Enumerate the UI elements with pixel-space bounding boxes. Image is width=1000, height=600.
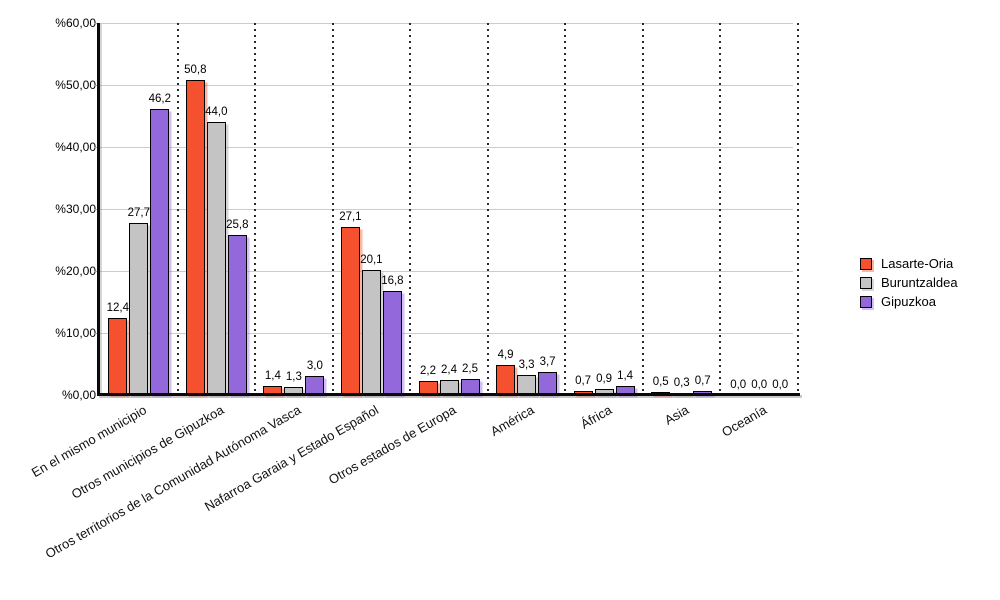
bar-value-label: 2,2 xyxy=(420,365,436,377)
bar-value-label: 46,2 xyxy=(148,93,171,105)
category-separator xyxy=(254,23,257,395)
x-tick-label: África xyxy=(577,402,615,432)
category-separator xyxy=(176,23,179,395)
category-separator xyxy=(409,23,412,395)
x-tick-label: América xyxy=(487,402,537,439)
y-axis-line xyxy=(97,23,100,395)
x-tick-label: Asia xyxy=(662,402,692,428)
category-separator xyxy=(564,23,567,395)
legend-swatch-icon xyxy=(860,258,872,270)
bar-value-label: 27,7 xyxy=(127,207,150,219)
legend-item: Gipuzkoa xyxy=(860,295,958,309)
bar-value-label: 4,9 xyxy=(497,349,514,361)
bar-value-label: 50,8 xyxy=(184,64,207,76)
bar-value-label: 3,3 xyxy=(518,359,535,371)
legend: Lasarte-Oria Buruntzaldea Gipuzkoa xyxy=(860,257,958,314)
legend-item: Lasarte-Oria xyxy=(860,257,958,271)
bar-value-label: 20,1 xyxy=(360,254,383,266)
legend-label: Lasarte-Oria xyxy=(881,256,954,271)
y-tick-label: %50,00 xyxy=(55,78,96,92)
bar-value-label: 3,7 xyxy=(539,356,556,368)
bar xyxy=(129,223,149,395)
gridline xyxy=(100,208,793,210)
gridline xyxy=(100,146,793,148)
legend-item: Buruntzaldea xyxy=(860,276,958,290)
bar-value-label: 0,9 xyxy=(596,373,613,385)
bar xyxy=(517,375,537,395)
category-separator xyxy=(719,23,722,395)
category-separator xyxy=(486,23,489,395)
bar xyxy=(185,80,205,395)
category-separator xyxy=(797,23,799,395)
bar-value-label: 3,0 xyxy=(306,360,323,372)
bar xyxy=(206,122,226,395)
bar-value-label: 0,7 xyxy=(575,375,592,387)
bar-value-label: 12,4 xyxy=(106,302,129,314)
bar-value-label: 1,4 xyxy=(617,370,634,382)
bar-value-label: 0,0 xyxy=(730,379,747,391)
bar-value-label: 0,5 xyxy=(652,376,669,388)
bar xyxy=(496,365,516,395)
y-tick-label: %40,00 xyxy=(55,140,96,154)
legend-swatch-icon xyxy=(860,296,872,308)
bar-value-label: 25,8 xyxy=(226,219,249,231)
gridline xyxy=(100,270,793,272)
y-tick-label: %30,00 xyxy=(55,202,96,216)
gridline xyxy=(100,22,793,24)
bar-value-label: 0,3 xyxy=(673,377,690,389)
bar-value-label: 16,8 xyxy=(381,275,404,287)
bar-value-label: 0,0 xyxy=(751,379,768,391)
bar-value-label: 44,0 xyxy=(205,106,228,118)
x-tick-label: Otros estados de Europa xyxy=(326,402,459,488)
bar xyxy=(150,109,170,395)
legend-label: Gipuzkoa xyxy=(881,294,936,309)
y-tick-label: %0,00 xyxy=(61,388,96,402)
category-separator xyxy=(641,23,644,395)
bar xyxy=(538,372,558,395)
x-axis-line xyxy=(97,393,800,396)
bar xyxy=(108,318,128,395)
bar xyxy=(227,235,247,395)
legend-label: Buruntzaldea xyxy=(881,275,958,290)
bar-value-label: 0,7 xyxy=(694,375,711,387)
y-tick-label: %10,00 xyxy=(55,326,96,340)
gridline xyxy=(100,84,793,86)
y-tick-label: %60,00 xyxy=(55,16,96,30)
x-tick-label: Oceanía xyxy=(719,402,770,440)
bar-value-label: 2,5 xyxy=(462,363,478,375)
gridline xyxy=(100,332,793,334)
bar xyxy=(382,291,402,395)
bar-value-label: 2,4 xyxy=(441,364,457,376)
bar xyxy=(340,227,360,395)
bar-value-label: 0,0 xyxy=(772,379,789,391)
y-tick-label: %20,00 xyxy=(55,264,96,278)
category-separator xyxy=(331,23,334,395)
bar-value-label: 1,3 xyxy=(285,371,302,383)
legend-swatch-icon xyxy=(860,277,872,289)
bar xyxy=(361,270,381,395)
bar-value-label: 1,4 xyxy=(264,370,281,382)
bar-value-label: 27,1 xyxy=(339,211,362,223)
